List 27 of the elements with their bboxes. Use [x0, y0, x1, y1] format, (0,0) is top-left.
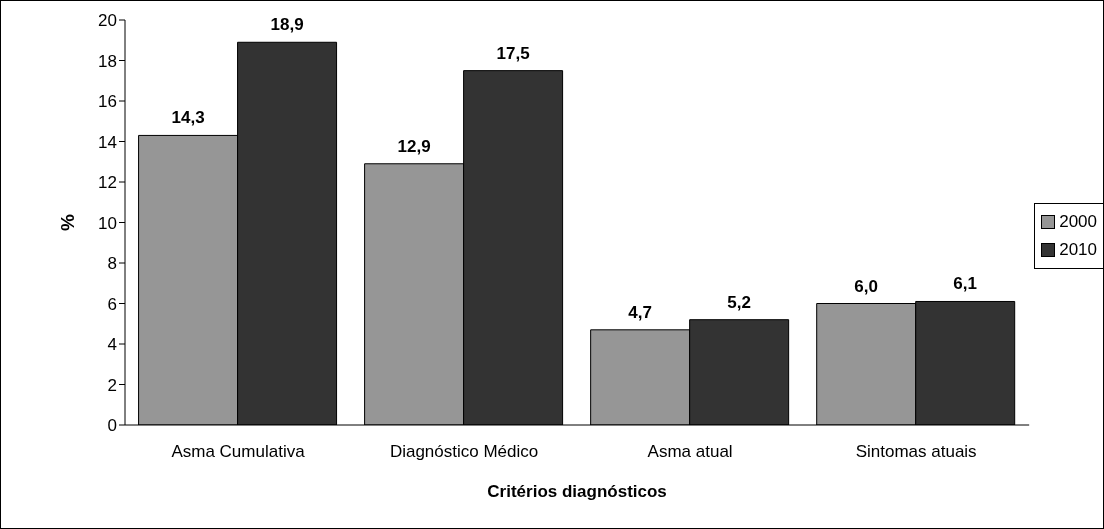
y-tick-label: 10 — [98, 213, 117, 233]
y-tick-label: 0 — [107, 416, 117, 436]
y-tick-label: 18 — [98, 51, 117, 71]
data-label: 4,7 — [628, 302, 652, 322]
x-tick-label: Asma atual — [647, 442, 733, 462]
y-tick-label: 8 — [107, 254, 117, 274]
y-tick-label: 4 — [107, 335, 117, 355]
y-axis-title: % — [56, 213, 78, 231]
y-tick-label: 16 — [98, 92, 117, 112]
x-tick-label: Asma Cumulativa — [171, 442, 306, 462]
y-tick-label: 6 — [107, 294, 117, 314]
x-axis-title: Critérios diagnósticos — [487, 482, 667, 501]
legend-label: 2000 — [1059, 212, 1097, 232]
data-label: 17,5 — [496, 43, 530, 63]
y-tick-label: 12 — [98, 173, 117, 193]
y-tick-label: 20 — [98, 11, 117, 31]
data-label: 6,0 — [854, 276, 879, 296]
data-label: 18,9 — [270, 15, 304, 35]
data-label: 5,2 — [727, 292, 751, 312]
data-label: 14,3 — [171, 108, 205, 128]
y-tick-label: 14 — [98, 132, 117, 152]
legend-label: 2010 — [1059, 240, 1097, 260]
x-tick-label: Diagnóstico Médico — [389, 442, 539, 462]
x-tick-label: Sintomas atuais — [855, 442, 977, 462]
data-label: 12,9 — [397, 136, 431, 156]
data-label: 6,1 — [953, 274, 978, 294]
y-tick-label: 2 — [107, 375, 117, 395]
